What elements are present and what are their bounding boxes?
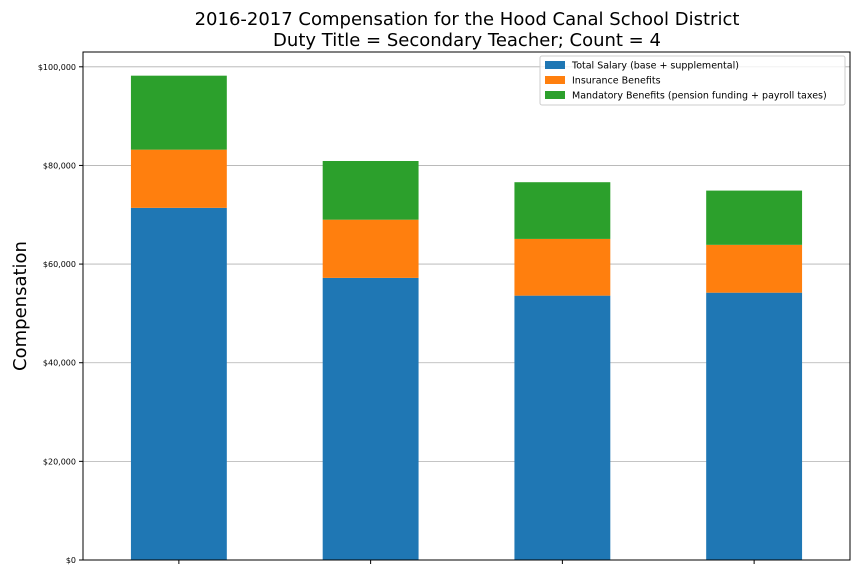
- bar-segment: [130, 75, 227, 150]
- y-tick-label: $80,000: [43, 161, 76, 170]
- legend-label: Total Salary (base + supplemental): [571, 61, 739, 72]
- y-tick-label: $40,000: [43, 359, 76, 368]
- y-tick-label: $60,000: [43, 260, 76, 269]
- plot-frame: [82, 51, 851, 561]
- bar-segment: [514, 295, 611, 560]
- y-tick-label: $100,000: [38, 63, 76, 72]
- legend-label: Mandatory Benefits (pension funding + pa…: [572, 91, 827, 102]
- legend-swatch: [545, 76, 565, 84]
- axis-ticks: $0 $20,000 $40,000 $60,000 $80,000 $100,000: [38, 63, 755, 565]
- bar-segment: [706, 292, 803, 560]
- bar-segment: [130, 149, 227, 208]
- y-axis-label: Compensation: [10, 241, 31, 371]
- bar-segment: [706, 244, 803, 293]
- legend-box: [539, 55, 846, 106]
- legend-swatch: [545, 91, 565, 99]
- bars: [130, 75, 803, 561]
- bar-segment: [322, 160, 419, 220]
- y-tick-label: $20,000: [43, 457, 76, 466]
- y-tick-label: $0: [66, 556, 76, 565]
- legend-label: Insurance Benefits: [572, 76, 661, 87]
- bar-segment: [130, 207, 227, 561]
- legend: Total Salary (base + supplemental) Insura…: [539, 55, 846, 106]
- bar-segment: [322, 277, 419, 560]
- bar-segment: [322, 219, 419, 278]
- bar-segment: [514, 182, 611, 239]
- legend-swatch: [545, 61, 565, 69]
- legend-items: Total Salary (base + supplemental) Insura…: [545, 61, 827, 102]
- chart-title: 2016-2017 Compensation for the Hood Cana…: [195, 9, 740, 30]
- bar-segment: [706, 190, 803, 245]
- bar-segment: [514, 238, 611, 296]
- chart-subtitle: Duty Title = Secondary Teacher; Count = …: [273, 30, 661, 51]
